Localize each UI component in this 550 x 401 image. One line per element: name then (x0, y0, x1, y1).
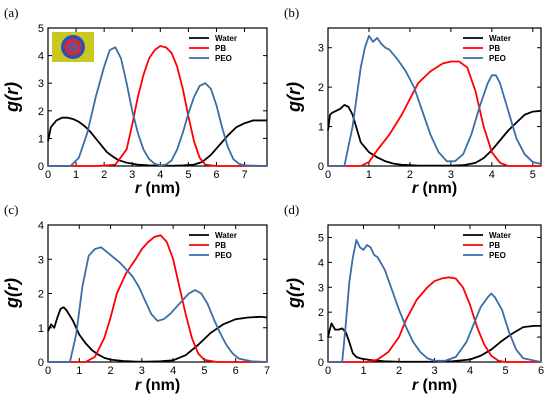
legend-label-peo-c: PEO (215, 251, 232, 260)
x-tick-label-c-6: 6 (233, 365, 239, 377)
series-line-pb-b (328, 60, 541, 167)
x-tick-label-b-5: 5 (530, 169, 536, 181)
panel-label-c: (c) (4, 202, 18, 217)
x-tick-label-d-4: 4 (467, 365, 473, 377)
y-tick-label-d-3: 3 (318, 282, 324, 294)
x-tick-label-d-5: 5 (502, 365, 508, 377)
legend-label-peo-b: PEO (489, 54, 506, 63)
x-tick-label-a-0: 0 (45, 169, 51, 181)
y-tick-label-b-3: 3 (318, 43, 324, 55)
legend-label-water-a: Water (215, 34, 237, 43)
x-tick-label-b-4: 4 (489, 169, 495, 181)
x-tick-label-c-1: 1 (76, 365, 82, 377)
y-tick-label-b-1: 1 (318, 122, 324, 134)
x-tick-label-b-0: 0 (325, 169, 331, 181)
x-tick-label-d-2: 2 (396, 365, 402, 377)
y-tick-label-b-2: 2 (318, 82, 324, 94)
y-tick-label-b-0: 0 (318, 161, 324, 173)
panel-label-a: (a) (4, 5, 18, 20)
x-tick-label-b-2: 2 (407, 169, 413, 181)
series-line-water-c (47, 306, 268, 363)
series-line-water-d (327, 322, 541, 363)
legend-label-pb-b: PB (489, 44, 500, 53)
x-axis-label-c: r (nm) (135, 377, 180, 394)
y-tick-label-d-2: 2 (318, 307, 324, 319)
micelle-inset-image (52, 32, 94, 62)
legend-label-peo-a: PEO (215, 54, 232, 63)
x-tick-label-b-1: 1 (366, 169, 372, 181)
x-tick-label-a-5: 5 (185, 169, 191, 181)
x-tick-label-d-6: 6 (538, 365, 544, 377)
x-tick-label-a-7: 7 (241, 169, 247, 181)
legend-label-pb-a: PB (215, 44, 226, 53)
y-axis-label-a: g(r) (2, 82, 22, 113)
x-tick-label-c-2: 2 (108, 365, 114, 377)
x-axis-label-d: r (nm) (412, 377, 457, 394)
x-tick-label-a-1: 1 (73, 169, 79, 181)
y-tick-label-a-4: 4 (38, 51, 44, 63)
x-tick-label-c-7: 7 (264, 365, 270, 377)
series-line-water-a (47, 116, 267, 167)
y-tick-label-c-0: 0 (38, 357, 44, 369)
y-tick-label-a-2: 2 (38, 106, 44, 118)
series-line-peo-a (48, 46, 268, 167)
y-tick-label-a-5: 5 (38, 23, 44, 35)
inset-center (71, 45, 75, 49)
series-line-pb-c (48, 234, 267, 363)
series-line-pb-d (328, 276, 541, 363)
legend-label-pb-d: PB (489, 241, 500, 250)
series-line-peo-d (328, 239, 542, 363)
y-tick-label-c-3: 3 (38, 254, 44, 266)
y-tick-label-d-0: 0 (318, 357, 324, 369)
x-tick-label-a-4: 4 (157, 169, 163, 181)
x-axis-label-a: r (nm) (135, 180, 180, 197)
y-tick-label-c-1: 1 (38, 323, 44, 335)
x-tick-label-d-1: 1 (360, 365, 366, 377)
y-tick-label-d-4: 4 (318, 257, 324, 269)
series-line-pb-a (48, 45, 267, 167)
x-tick-label-c-0: 0 (45, 365, 51, 377)
x-tick-label-c-3: 3 (139, 365, 145, 377)
y-tick-label-a-0: 0 (38, 161, 44, 173)
x-tick-label-a-6: 6 (213, 169, 219, 181)
y-tick-label-c-2: 2 (38, 289, 44, 301)
legend-label-peo-d: PEO (489, 251, 506, 260)
panel-label-d: (d) (284, 202, 299, 217)
y-tick-label-a-1: 1 (38, 133, 44, 145)
y-tick-label-c-4: 4 (38, 220, 44, 232)
y-axis-label-c: g(r) (2, 278, 22, 309)
series-line-water-b (327, 103, 542, 167)
x-tick-label-c-5: 5 (201, 365, 207, 377)
y-tick-label-d-5: 5 (318, 232, 324, 244)
y-tick-label-d-1: 1 (318, 332, 324, 344)
x-tick-label-d-3: 3 (431, 365, 437, 377)
legend-label-pb-c: PB (215, 241, 226, 250)
series-line-peo-c (48, 246, 268, 363)
x-axis-label-b: r (nm) (412, 180, 457, 197)
series-line-peo-b (328, 34, 542, 167)
x-tick-label-d-0: 0 (325, 365, 331, 377)
legend-label-water-d: Water (489, 231, 511, 240)
legend-label-water-b: Water (489, 34, 511, 43)
y-tick-label-a-3: 3 (38, 78, 44, 90)
x-tick-label-b-3: 3 (448, 169, 454, 181)
x-tick-label-c-4: 4 (170, 365, 176, 377)
y-axis-label-b: g(r) (284, 82, 304, 113)
y-axis-label-d: g(r) (284, 278, 304, 309)
panel-label-b: (b) (284, 5, 299, 20)
x-tick-label-a-3: 3 (129, 169, 135, 181)
x-tick-label-a-2: 2 (101, 169, 107, 181)
legend-label-water-c: Water (215, 231, 237, 240)
